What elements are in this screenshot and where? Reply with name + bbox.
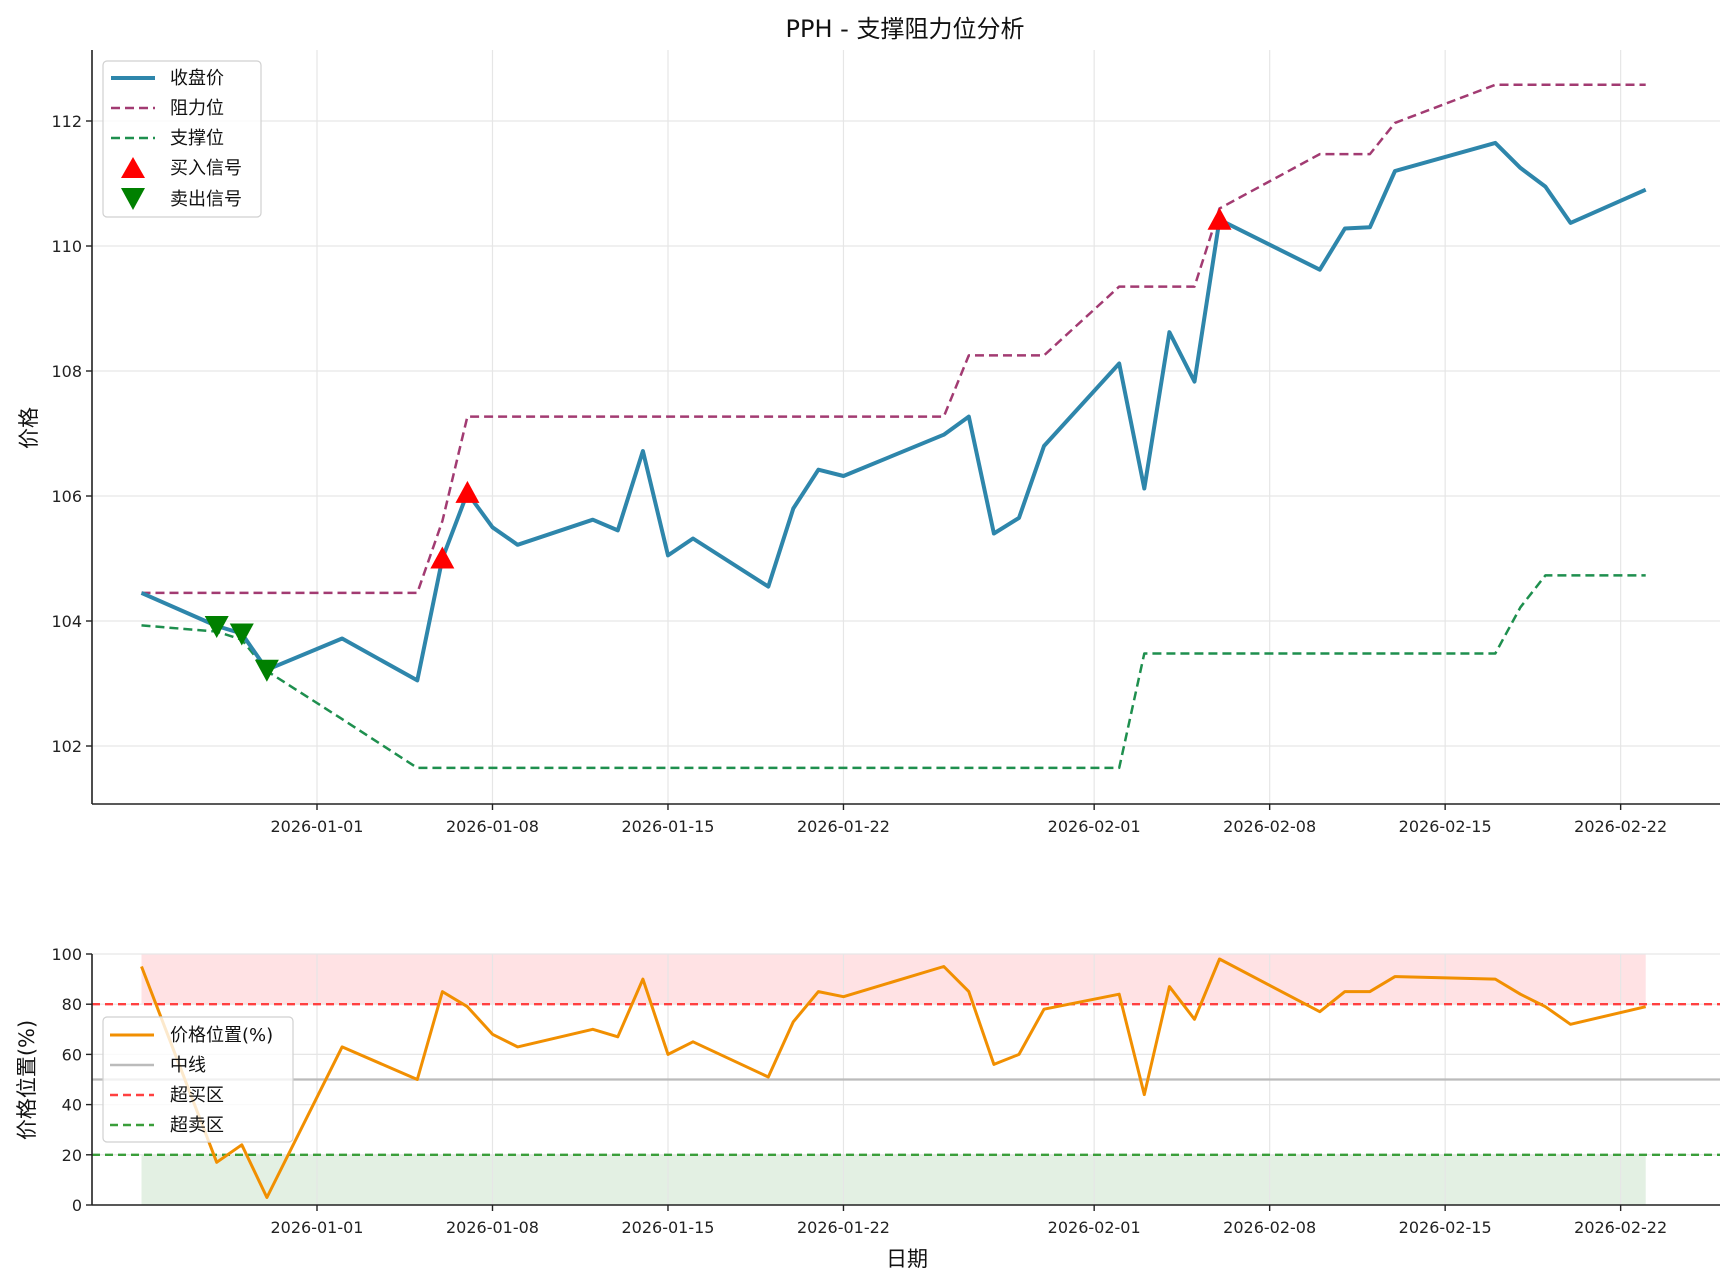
y-tick-label: 106 (51, 487, 82, 506)
legend-price-position: 价格位置(%) (170, 1025, 273, 1046)
price-position-line (140, 957, 1647, 1199)
legend-support: 支撑位 (170, 128, 224, 149)
x-tick-label: 2026-01-01 (271, 817, 364, 836)
x-tick-label: 2026-01-15 (621, 1218, 714, 1237)
x-tick-label: 2026-01-15 (621, 817, 714, 836)
y-tick-label: 40 (62, 1096, 82, 1115)
bottom-zone-bands (141, 954, 1646, 1205)
buy-signal-marker (430, 546, 455, 569)
legend-resistance: 阻力位 (170, 98, 224, 119)
x-tick-label: 2026-01-22 (797, 1218, 890, 1237)
x-tick-label: 2026-01-01 (271, 1218, 364, 1237)
sell-signal-marker (229, 623, 254, 646)
bottom-legend: 价格位置(%) 中线 超买区 超卖区 (102, 1016, 294, 1143)
x-tick-label: 2026-02-08 (1223, 817, 1316, 836)
top-legend: 收盘价 阻力位 支撑位 买入信号 卖出信号 (102, 60, 262, 218)
legend-midline: 中线 (170, 1055, 206, 1076)
x-tick-label: 2026-02-22 (1574, 817, 1667, 836)
buy-signal-marker (455, 480, 480, 503)
x-tick-label: 2026-02-22 (1574, 1218, 1667, 1237)
bottom-y-axis-label: 价格位置(%) (15, 1020, 39, 1140)
legend-overbought: 超买区 (170, 1085, 224, 1106)
y-tick-label: 0 (72, 1196, 82, 1215)
x-tick-label: 2026-01-22 (797, 817, 890, 836)
x-tick-label: 2026-02-15 (1399, 817, 1492, 836)
x-tick-label: 2026-02-01 (1048, 1218, 1141, 1237)
sell-signal-marker (204, 616, 229, 638)
legend-buy-signal: 买入信号 (170, 158, 242, 179)
top-gridlines (92, 50, 1720, 804)
y-tick-label: 80 (62, 995, 82, 1014)
y-tick-label: 20 (62, 1146, 82, 1165)
chart-title: PPH - 支撑阻力位分析 (786, 15, 1025, 43)
legend-close-price: 收盘价 (170, 68, 224, 89)
y-tick-label: 110 (51, 237, 82, 256)
bottom-plot-area (92, 957, 1720, 1199)
resistance-line (141, 83, 1646, 595)
y-tick-label: 108 (51, 362, 82, 381)
x-axis-label: 日期 (886, 1247, 928, 1271)
zone-band (141, 954, 1646, 1005)
y-tick-label: 60 (62, 1045, 82, 1064)
buy-signal-icon (121, 157, 145, 178)
zone-band (141, 1154, 1646, 1205)
support-line (141, 574, 1646, 770)
y-tick-label: 102 (51, 737, 82, 756)
legend-oversold: 超卖区 (170, 1115, 224, 1136)
top-y-axis-label: 价格 (17, 407, 41, 449)
y-tick-label: 100 (51, 945, 82, 964)
bottom-axes: 0 20 40 60 80 100 2026-01-01 2026-01-08 2026-01-… (51, 945, 1720, 1237)
x-tick-label: 2026-02-01 (1048, 817, 1141, 836)
x-tick-label: 2026-02-15 (1399, 1218, 1492, 1237)
y-tick-label: 112 (51, 112, 82, 131)
top-plot-area (140, 83, 1647, 770)
legend-sell-signal: 卖出信号 (170, 189, 242, 210)
top-axes: 102 104 106 108 110 112 2026-01-01 2026-01-08 20… (51, 50, 1720, 836)
x-tick-label: 2026-01-08 (446, 1218, 539, 1237)
buy-signal-marker (1207, 207, 1232, 230)
close-price-line (140, 140, 1647, 683)
x-tick-label: 2026-01-08 (446, 817, 539, 836)
sell-signal-marker (254, 659, 279, 682)
x-tick-label: 2026-02-08 (1223, 1218, 1316, 1237)
y-tick-label: 104 (51, 612, 82, 631)
sell-signal-icon (121, 188, 145, 210)
